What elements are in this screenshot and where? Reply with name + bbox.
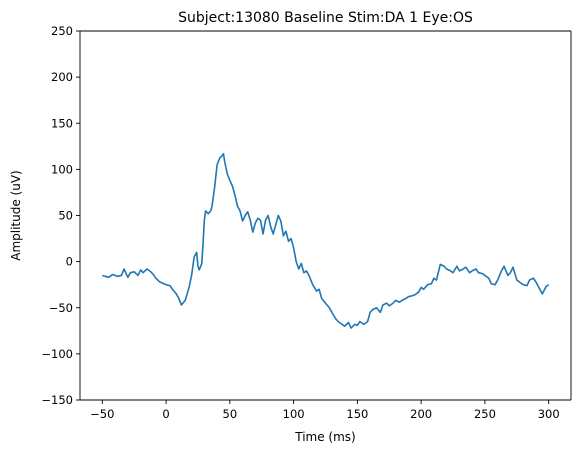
x-axis-ticks: −50 0 50 100 150 200 250 300 [90,400,560,421]
x-tick-label: 50 [223,407,238,421]
series-line [102,152,550,329]
y-axis-label: Amplitude (uV) [9,170,23,261]
y-tick-label: 0 [66,255,73,269]
y-tick-label: −100 [41,347,73,361]
y-tick-label: 50 [58,209,73,223]
plot-frame [79,30,572,401]
y-tick-label: 250 [51,24,73,38]
x-tick-label: 200 [410,407,432,421]
x-axis-label: Time (ms) [294,430,356,444]
y-tick-label: −150 [41,393,73,407]
plot-area [80,31,571,400]
x-tick-label: 250 [474,407,496,421]
y-tick-label: 100 [51,162,73,176]
y-tick-label: 200 [51,70,73,84]
chart-title: Subject:13080 Baseline Stim:DA 1 Eye:OS [178,10,473,26]
x-tick-label: −50 [90,407,114,421]
x-tick-label: 150 [346,407,368,421]
x-tick-label: 0 [162,407,169,421]
y-axis-ticks: −150 −100 −50 0 50 100 150 200 250 [41,24,80,407]
x-tick-label: 300 [538,407,560,421]
x-tick-label: 100 [283,407,305,421]
y-tick-label: −50 [49,301,73,315]
y-tick-label: 150 [51,116,73,130]
